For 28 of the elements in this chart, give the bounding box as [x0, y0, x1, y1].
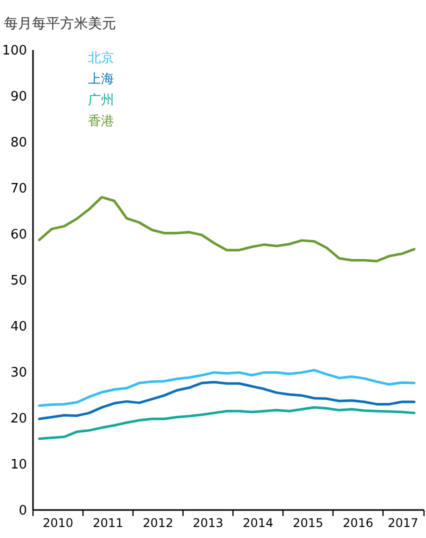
- x-tick-label: 2017: [388, 516, 418, 530]
- line-series: [38, 196, 416, 262]
- y-tick-label: 60: [10, 228, 27, 243]
- x-tick-label: 2015: [292, 516, 324, 530]
- text: 北京: [88, 51, 114, 66]
- y-tick-label: 10: [10, 458, 27, 473]
- y-axis-title: 每月每平方米美元: [4, 16, 116, 32]
- line-series: [38, 368, 416, 407]
- y-tick-label: 90: [10, 90, 27, 105]
- x-tick-label: 2014: [242, 516, 274, 530]
- line-series: [38, 380, 416, 420]
- y-tick-label: 30: [10, 366, 27, 381]
- x-tick-label: 2011: [92, 516, 124, 530]
- x-tick-label: 2010: [42, 516, 74, 530]
- x-tick-label: 2016: [342, 516, 374, 530]
- text: 香港: [88, 114, 114, 129]
- y-tick-label: 80: [10, 136, 27, 151]
- y-tick-label: 40: [10, 320, 27, 335]
- y-tick-label: 20: [10, 412, 27, 427]
- text: 广州: [88, 93, 114, 108]
- line-series: [38, 406, 416, 440]
- y-tick-label: 100: [2, 44, 27, 59]
- y-tick-label: 70: [10, 182, 27, 197]
- x-tick-label: 2012: [142, 516, 174, 530]
- y-tick-label: 0: [18, 504, 27, 519]
- y-tick-label: 50: [10, 274, 27, 289]
- x-tick-label: 2013: [192, 516, 224, 530]
- text: 上海: [88, 72, 114, 87]
